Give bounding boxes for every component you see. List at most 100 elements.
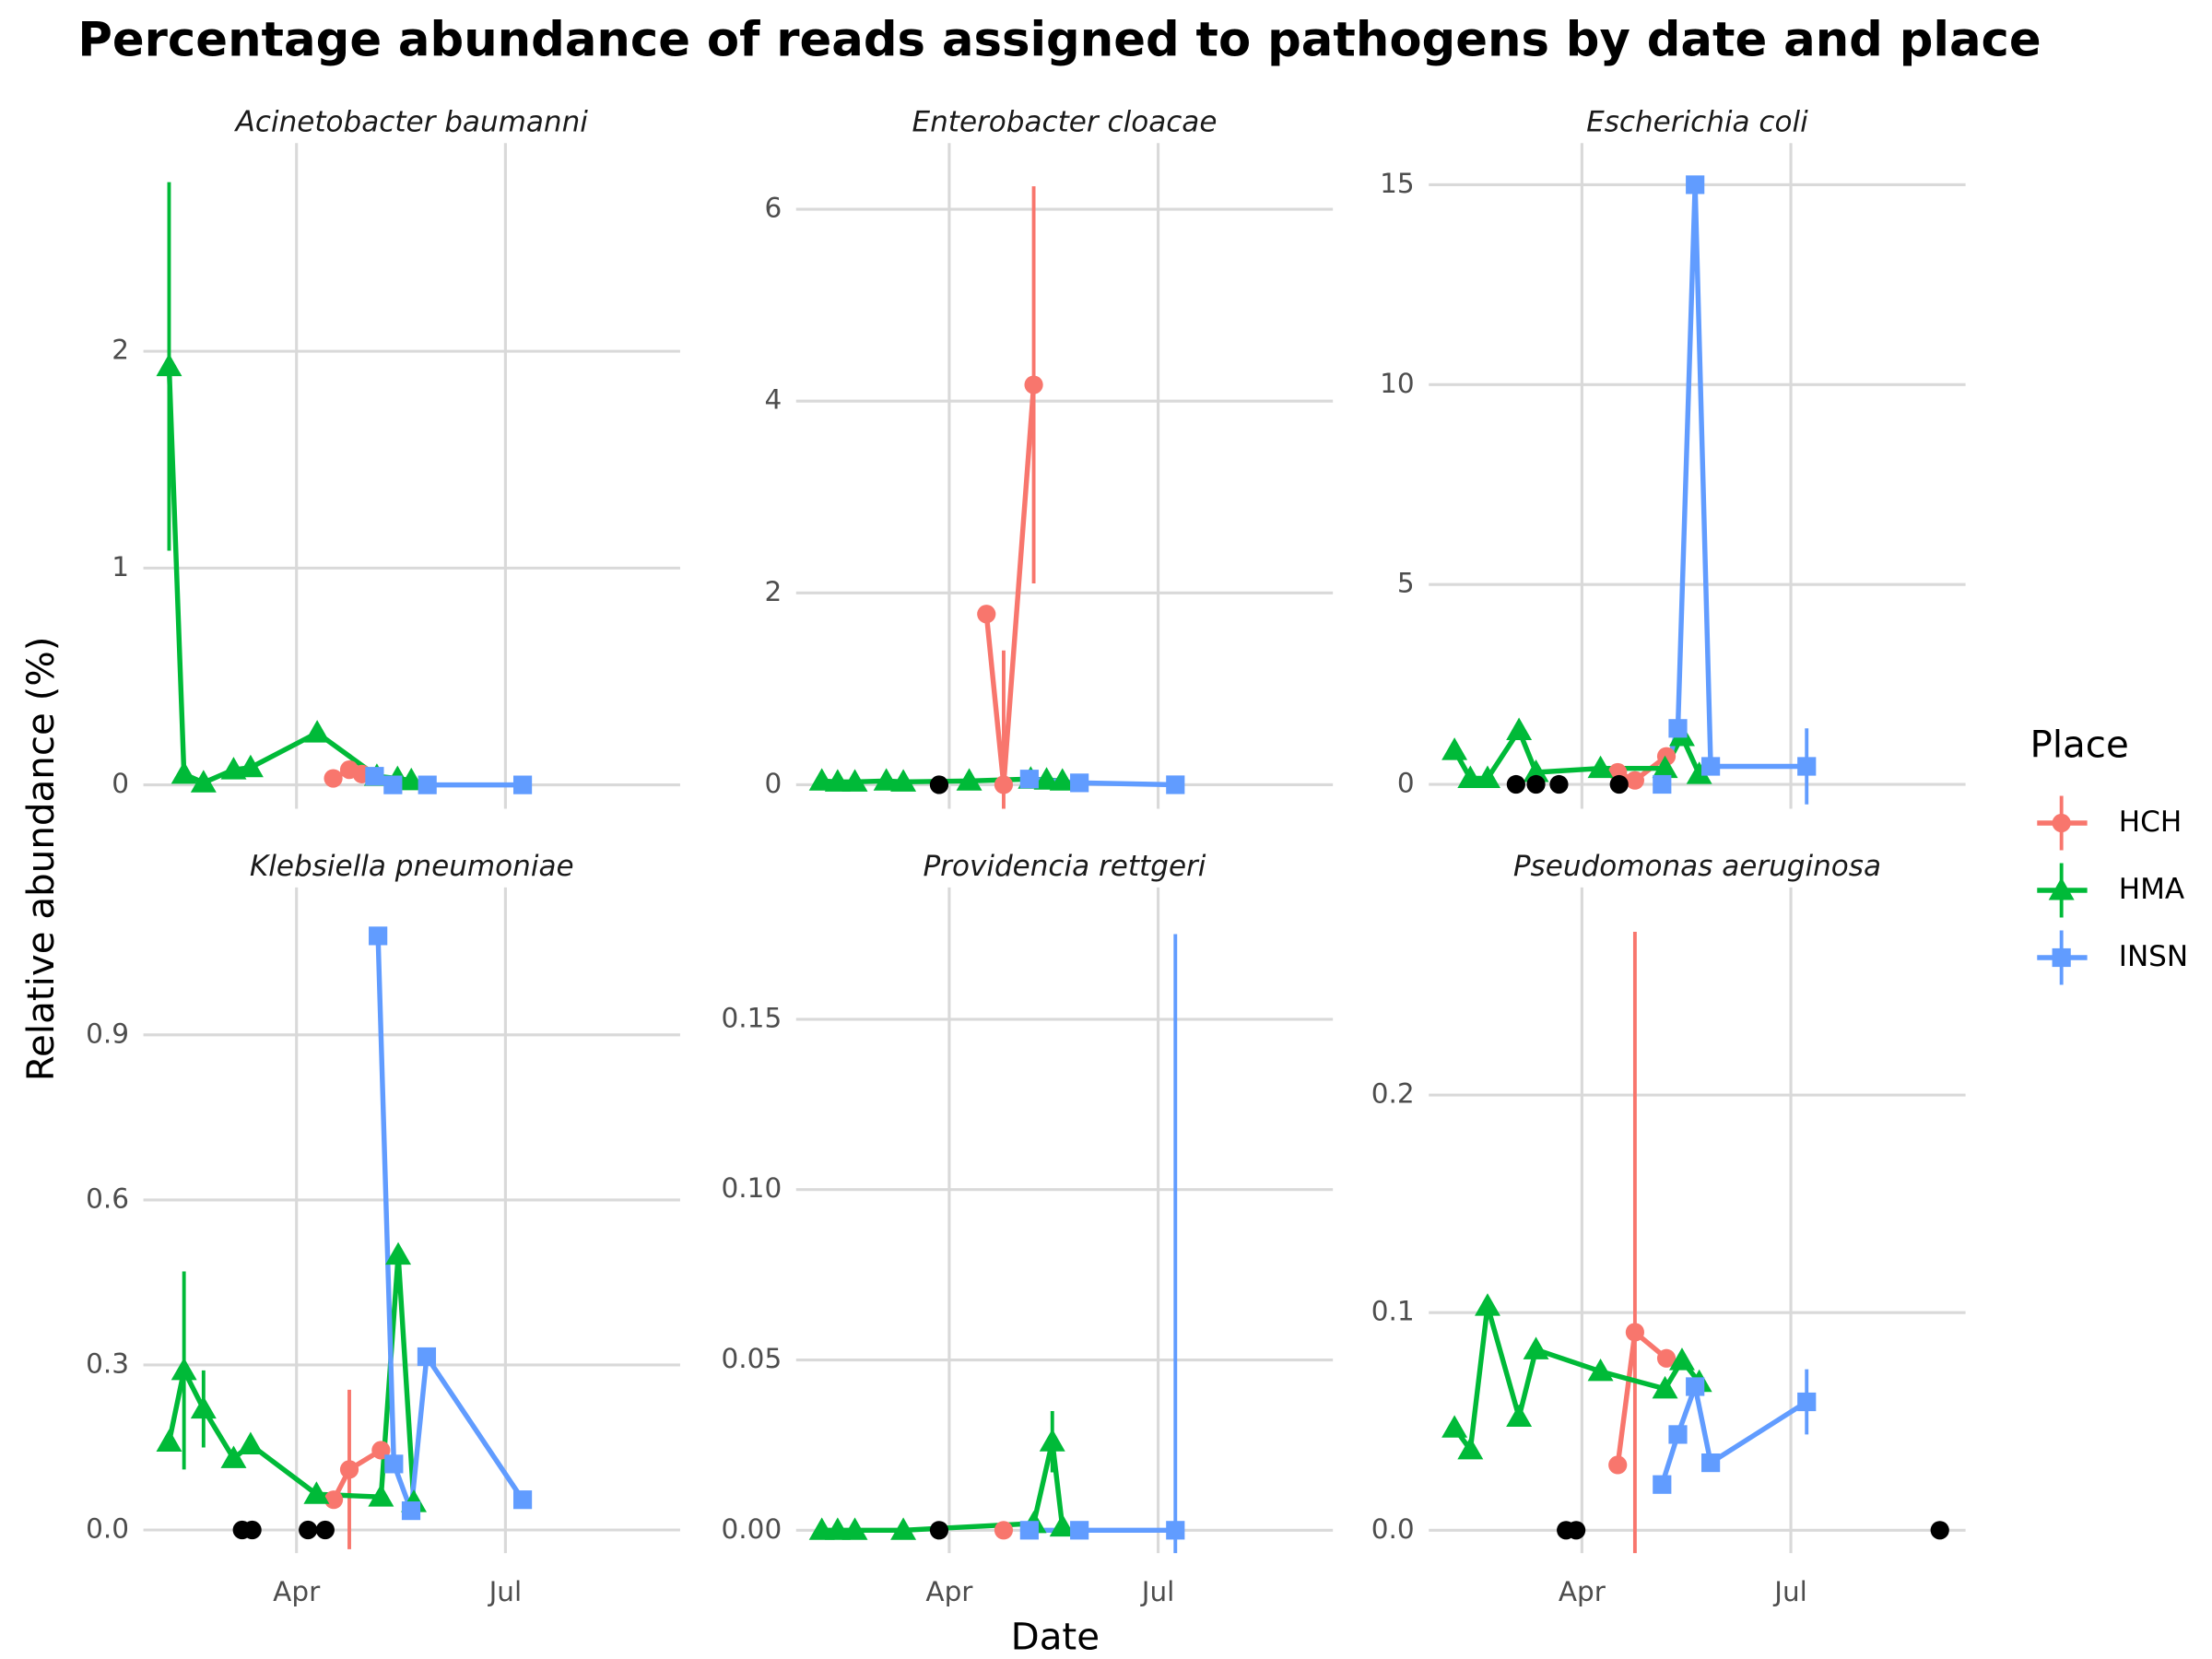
y-tick-label: 0 (112, 768, 129, 799)
point (324, 769, 343, 788)
point (1587, 755, 1614, 779)
legend-title: Place (2030, 724, 2129, 767)
point (401, 1501, 421, 1521)
point (1049, 1513, 1076, 1537)
point (237, 754, 264, 778)
y-tick-label: 0.0 (1371, 1513, 1415, 1545)
point (369, 926, 388, 946)
series-line (331, 1448, 382, 1501)
facet-title: Providencia rettgeri (923, 850, 1206, 883)
legend-item: HMA (2037, 863, 2184, 918)
data-layer (166, 182, 524, 788)
point (1652, 755, 1678, 779)
legend-item: INSN (2037, 930, 2188, 985)
panel: Enterobacter cloacae 0 2 4 6 (764, 106, 1334, 809)
y-axis-label: Relative abundance (%) (19, 636, 63, 1081)
point (417, 1347, 437, 1367)
point (1475, 765, 1500, 788)
point (512, 1490, 533, 1510)
point (1033, 767, 1060, 790)
point (368, 1484, 394, 1507)
legend-label: HCH (2119, 806, 2182, 839)
point (1653, 1475, 1672, 1494)
point (1506, 717, 1533, 740)
y-tick-label: 0.00 (722, 1513, 782, 1545)
point (873, 768, 900, 791)
point (299, 1520, 318, 1540)
y-tick-label: 15 (1380, 168, 1415, 199)
x-tick-label: Jul (488, 1576, 523, 1607)
point (398, 767, 425, 791)
facet-title: Acinetobacter baumanni (234, 106, 589, 139)
point (1797, 1392, 1817, 1412)
point (1523, 759, 1549, 782)
x-tick-label: Apr (925, 1576, 973, 1607)
panel: Klebsiella pneumoniae Apr Jul 0.0 0.3 0.6 0.9 (86, 850, 680, 1607)
legend-label: HMA (2119, 873, 2184, 906)
point (1049, 768, 1076, 791)
facet-title: Klebsiella pneumoniae (250, 850, 574, 883)
y-tick-label: 0.05 (722, 1343, 782, 1374)
x-tick-label: Jul (1772, 1576, 1807, 1607)
panel: Acinetobacter baumanni 0 1 2 (112, 106, 680, 809)
facet-title: Pseudomonas aeruginosa (1513, 850, 1881, 883)
panel: Escherichia coli 0 5 10 15 (1380, 106, 1966, 809)
point (171, 1357, 197, 1381)
x-tick-label: Apr (273, 1576, 321, 1607)
point (1567, 1521, 1586, 1540)
point (1686, 175, 1705, 194)
data-layer (821, 934, 1178, 1554)
y-tick-label: 6 (764, 193, 782, 224)
point (1506, 1404, 1533, 1428)
point (303, 1481, 330, 1504)
point (1668, 1425, 1688, 1444)
x-tick-label: Jul (1140, 1576, 1175, 1607)
point (929, 775, 949, 794)
point (994, 775, 1014, 794)
point (1024, 375, 1043, 394)
point (890, 1517, 917, 1540)
point (156, 353, 182, 377)
point (1668, 719, 1688, 738)
legend-label: INSN (2119, 940, 2188, 973)
point (841, 769, 868, 792)
point (1587, 1358, 1614, 1382)
point (1441, 1415, 1468, 1438)
point (1686, 1377, 1705, 1396)
point (1441, 737, 1468, 760)
point (315, 1520, 335, 1540)
point (824, 1517, 851, 1540)
point (190, 1395, 217, 1419)
series-line (375, 935, 525, 1513)
series-line (821, 1439, 1065, 1534)
point (1625, 1323, 1645, 1342)
point (1686, 761, 1712, 784)
series-line (1452, 1303, 1701, 1453)
point (156, 1429, 182, 1452)
x-tick-label: Apr (1559, 1576, 1606, 1607)
panel: Pseudomonas aeruginosa Apr Jul 0.0 0.1 0.2 (1371, 850, 1966, 1607)
point (1457, 1436, 1484, 1460)
y-tick-label: 0.0 (86, 1513, 129, 1545)
point (383, 775, 403, 794)
series-line (166, 1252, 417, 1503)
point (242, 1520, 262, 1540)
point (1652, 1375, 1678, 1399)
point (1797, 757, 1817, 776)
series-line (983, 384, 1037, 788)
point (1526, 774, 1546, 794)
point (1070, 773, 1089, 793)
point (237, 1431, 264, 1454)
series-line (1615, 1329, 1668, 1465)
point (1457, 765, 1484, 788)
point (929, 1521, 949, 1540)
x-axis-label: Date (1011, 1615, 1100, 1658)
y-tick-label: 0.1 (1371, 1296, 1415, 1327)
y-tick-label: 0.10 (722, 1172, 782, 1204)
point (418, 775, 437, 794)
point (1039, 1429, 1065, 1452)
y-tick-label: 0.3 (86, 1347, 129, 1379)
point (841, 1517, 868, 1540)
legend-marker (2052, 947, 2071, 968)
